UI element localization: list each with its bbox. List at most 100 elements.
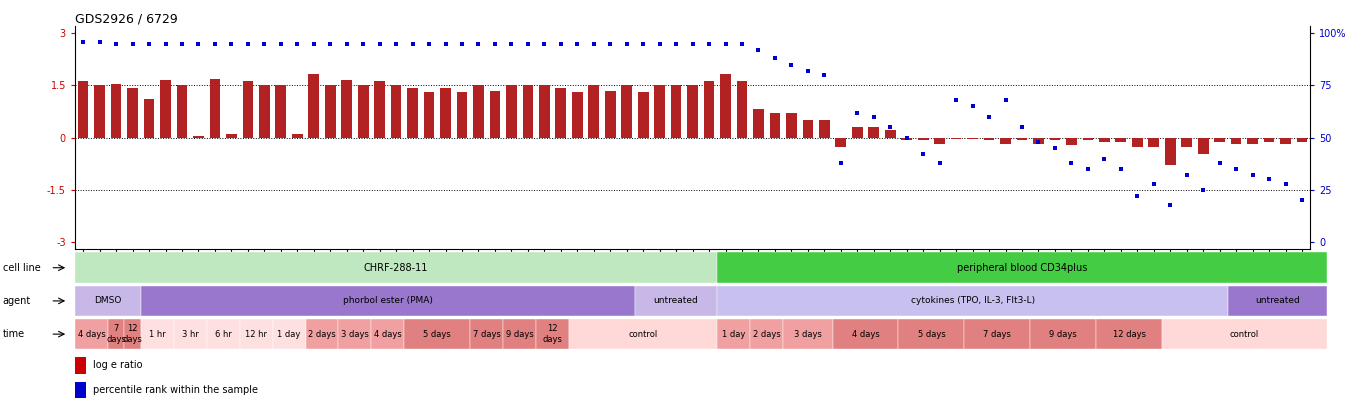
Text: 12
days: 12 days	[542, 324, 563, 344]
Bar	[869, 127, 878, 138]
Point	[1275, 180, 1297, 187]
Point	[89, 38, 110, 45]
Bar	[1229, 286, 1327, 316]
Point	[484, 40, 505, 47]
Text: 6 hr: 6 hr	[215, 330, 232, 339]
Bar	[1132, 138, 1143, 147]
Text: agent: agent	[3, 296, 31, 306]
Point	[434, 40, 456, 47]
Bar	[637, 92, 648, 138]
Point	[172, 40, 193, 47]
Bar	[835, 138, 846, 147]
Bar	[885, 130, 896, 138]
Point	[72, 38, 94, 45]
Text: DMSO: DMSO	[94, 296, 121, 305]
Point	[418, 40, 440, 47]
Point	[1027, 139, 1049, 145]
Bar	[556, 88, 567, 138]
Bar	[832, 319, 899, 350]
Bar	[737, 81, 748, 138]
Bar	[342, 80, 351, 138]
Point	[402, 40, 424, 47]
Text: 3 days: 3 days	[794, 330, 821, 339]
Bar	[338, 319, 372, 350]
Point	[797, 68, 819, 74]
Point	[648, 40, 670, 47]
Bar	[934, 138, 945, 144]
Point	[500, 40, 522, 47]
Bar	[358, 85, 369, 138]
Bar	[753, 109, 764, 138]
Bar	[1181, 138, 1192, 147]
Bar	[853, 127, 862, 138]
Point	[1192, 187, 1214, 193]
Point	[105, 40, 127, 47]
Bar	[635, 286, 718, 316]
Text: phorbol ester (PMA): phorbol ester (PMA)	[343, 296, 433, 305]
Text: 7 days: 7 days	[983, 330, 1011, 339]
Bar	[242, 81, 253, 138]
Bar	[308, 75, 319, 138]
Bar	[1215, 138, 1224, 142]
Text: control: control	[1230, 330, 1258, 339]
Bar	[1096, 319, 1162, 350]
Point	[451, 40, 473, 47]
Bar	[1162, 319, 1327, 350]
Bar	[193, 136, 204, 138]
Point	[1061, 160, 1083, 166]
Point	[913, 151, 934, 158]
Text: 3 days: 3 days	[340, 330, 369, 339]
Point	[467, 40, 489, 47]
Point	[188, 40, 210, 47]
Point	[353, 40, 375, 47]
Bar	[108, 319, 124, 350]
Text: percentile rank within the sample: percentile rank within the sample	[93, 385, 257, 395]
Text: peripheral blood CD34plus: peripheral blood CD34plus	[957, 263, 1087, 273]
Bar	[291, 134, 302, 138]
Text: 1 day: 1 day	[278, 330, 301, 339]
Text: untreated: untreated	[1254, 296, 1299, 305]
Bar	[1034, 138, 1043, 144]
Bar	[489, 91, 500, 138]
Point	[864, 113, 885, 120]
Bar	[537, 319, 569, 350]
Point	[945, 97, 967, 103]
Text: time: time	[3, 329, 25, 339]
Bar	[210, 79, 221, 138]
Bar	[127, 88, 138, 138]
Bar	[391, 85, 402, 138]
Text: 5 days: 5 days	[424, 330, 451, 339]
Point	[221, 40, 242, 47]
Bar	[688, 85, 697, 138]
Bar	[326, 85, 335, 138]
Point	[665, 40, 686, 47]
Bar	[140, 319, 174, 350]
Text: 7
days: 7 days	[106, 324, 127, 344]
Point	[1143, 180, 1165, 187]
Bar	[704, 81, 715, 138]
Bar	[275, 85, 286, 138]
Point	[681, 40, 703, 47]
Point	[1045, 145, 1066, 151]
Bar	[140, 286, 635, 316]
Point	[550, 40, 572, 47]
Bar	[918, 138, 929, 141]
Bar	[94, 85, 105, 138]
Bar	[1264, 138, 1275, 142]
Bar	[473, 85, 484, 138]
Bar	[75, 252, 718, 283]
Bar	[802, 119, 813, 138]
Point	[237, 40, 259, 47]
Bar	[424, 92, 434, 138]
Text: 9 days: 9 days	[505, 330, 534, 339]
Bar	[983, 138, 994, 141]
Bar	[110, 84, 121, 138]
Point	[962, 103, 983, 110]
Text: 12
days: 12 days	[123, 324, 143, 344]
Bar	[718, 286, 1229, 316]
Text: 12 hr: 12 hr	[245, 330, 267, 339]
Bar	[572, 92, 583, 138]
Point	[253, 40, 275, 47]
Bar	[1297, 138, 1308, 142]
Point	[270, 40, 291, 47]
